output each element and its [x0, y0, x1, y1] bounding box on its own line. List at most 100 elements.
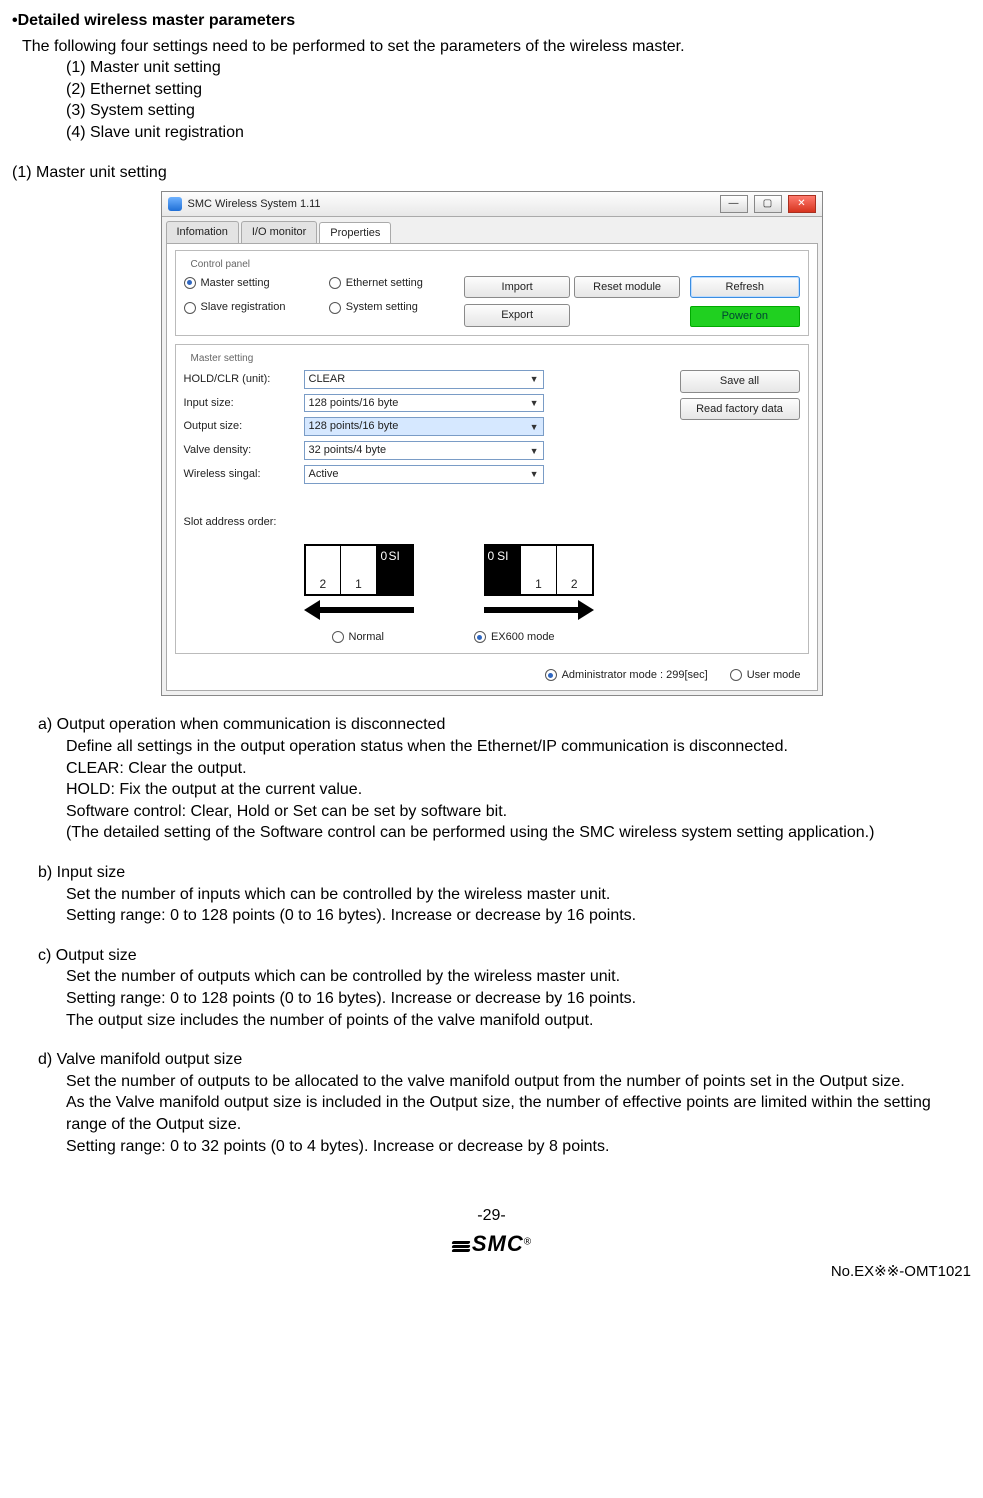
para-a-3: HOLD: Fix the output at the current valu…: [66, 779, 971, 801]
para-d-1: Set the number of outputs to be allocate…: [66, 1071, 971, 1093]
master-setting-fieldset: Master setting HOLD/CLR (unit): CLEAR ▼ I…: [175, 344, 809, 653]
para-a-heading: a) Output operation when communication i…: [38, 714, 971, 736]
para-c-3: The output size includes the number of p…: [66, 1010, 971, 1032]
slot-cell: 1: [341, 546, 377, 594]
holdclr-label: HOLD/CLR (unit):: [184, 372, 304, 387]
para-c-1: Set the number of outputs which can be c…: [66, 966, 971, 988]
save-all-button[interactable]: Save all: [680, 370, 800, 393]
para-a-1: Define all settings in the output operat…: [66, 736, 971, 758]
tab-body: Control panel Master setting Slave regis…: [166, 243, 818, 691]
chevron-down-icon: ▼: [530, 373, 539, 385]
radio-slave-registration[interactable]: [184, 302, 196, 314]
user-mode-label: User mode: [747, 668, 801, 683]
slot-cell: 1: [521, 546, 557, 594]
radio-master-setting[interactable]: [184, 277, 196, 289]
control-panel-fieldset: Control panel Master setting Slave regis…: [175, 250, 809, 336]
reset-module-button[interactable]: Reset module: [574, 276, 680, 299]
power-indicator: Power on: [690, 306, 799, 327]
slotorder-label: Slot address order:: [184, 515, 304, 530]
list-item-4: (4) Slave unit registration: [66, 122, 971, 144]
radio-eth-label: Ethernet setting: [346, 276, 423, 291]
valvedensity-label: Valve density:: [184, 443, 304, 458]
tab-information[interactable]: Infomation: [166, 221, 239, 243]
para-b-2: Setting range: 0 to 128 points (0 to 16 …: [66, 905, 971, 927]
para-d-heading: d) Valve manifold output size: [38, 1049, 971, 1071]
para-d-2: As the Valve manifold output size is inc…: [66, 1092, 971, 1135]
wirelesssignal-label: Wireless singal:: [184, 467, 304, 482]
close-button[interactable]: ✕: [788, 195, 816, 213]
holdclr-value: CLEAR: [309, 372, 346, 387]
slot-cell: 2: [306, 546, 342, 594]
slot-zero-right: 0: [486, 548, 497, 564]
inputsize-label: Input size:: [184, 396, 304, 411]
refresh-button[interactable]: Refresh: [690, 276, 799, 299]
para-a-5: (The detailed setting of the Software co…: [66, 822, 971, 844]
export-button[interactable]: Export: [464, 304, 570, 327]
chevron-down-icon: ▼: [530, 421, 539, 433]
outputsize-value: 128 points/16 byte: [309, 419, 399, 434]
master-setting-legend: Master setting: [188, 352, 257, 366]
wirelesssignal-value: Active: [309, 467, 339, 482]
read-factory-data-button[interactable]: Read factory data: [680, 398, 800, 421]
intro-text: The following four settings need to be p…: [22, 36, 971, 58]
app-icon: [168, 197, 182, 211]
wirelesssignal-select[interactable]: Active ▼: [304, 465, 544, 484]
para-d-3: Setting range: 0 to 32 points (0 to 4 by…: [66, 1136, 971, 1158]
smc-logo-icon: [452, 1240, 470, 1253]
radio-master-label: Master setting: [201, 276, 270, 291]
inputsize-value: 128 points/16 byte: [309, 396, 399, 411]
radio-user-mode[interactable]: [730, 669, 742, 681]
page-number: -29-: [12, 1205, 971, 1227]
radio-ex600[interactable]: [474, 631, 486, 643]
radio-admin-mode[interactable]: [545, 669, 557, 681]
tab-io-monitor[interactable]: I/O monitor: [241, 221, 317, 243]
radio-ex600-label: EX600 mode: [491, 630, 555, 645]
inputsize-select[interactable]: 128 points/16 byte ▼: [304, 394, 544, 413]
holdclr-select[interactable]: CLEAR ▼: [304, 370, 544, 389]
maximize-button[interactable]: ▢: [754, 195, 782, 213]
slot-zero-left: 0: [379, 548, 390, 564]
arrow-right-icon: [484, 600, 594, 620]
subheading-1: (1) Master unit setting: [12, 162, 971, 184]
admin-mode-label: Administrator mode : 299[sec]: [562, 668, 708, 683]
valvedensity-value: 32 points/4 byte: [309, 443, 387, 458]
control-panel-legend: Control panel: [188, 258, 253, 272]
radio-system-setting[interactable]: [329, 302, 341, 314]
doc-number: No.EX※※-OMT1021: [12, 1262, 971, 1282]
minimize-button[interactable]: —: [720, 195, 748, 213]
radio-ethernet-setting[interactable]: [329, 277, 341, 289]
slot-normal: 2 1 SI: [304, 544, 414, 620]
para-b-heading: b) Input size: [38, 862, 971, 884]
chevron-down-icon: ▼: [530, 397, 539, 409]
smc-logo-text: SMC: [472, 1231, 524, 1256]
para-a-4: Software control: Clear, Hold or Set can…: [66, 801, 971, 823]
logo: SMC®: [12, 1229, 971, 1259]
slot-cell: 2: [557, 546, 592, 594]
chevron-down-icon: ▼: [530, 445, 539, 457]
outputsize-label: Output size:: [184, 419, 304, 434]
para-b-1: Set the number of inputs which can be co…: [66, 884, 971, 906]
para-c-2: Setting range: 0 to 128 points (0 to 16 …: [66, 988, 971, 1010]
outputsize-select[interactable]: 128 points/16 byte ▼: [304, 417, 544, 436]
footer-mode: Administrator mode : 299[sec] User mode: [175, 662, 809, 685]
window-title: SMC Wireless System 1.11: [188, 197, 321, 212]
radio-sys-label: System setting: [346, 300, 418, 315]
chevron-down-icon: ▼: [530, 468, 539, 480]
app-window: SMC Wireless System 1.11 — ▢ ✕ Infomatio…: [161, 191, 823, 696]
list-item-1: (1) Master unit setting: [66, 57, 971, 79]
tab-properties[interactable]: Properties: [319, 222, 391, 244]
list-item-2: (2) Ethernet setting: [66, 79, 971, 101]
radio-normal[interactable]: [332, 631, 344, 643]
radio-slave-label: Slave registration: [201, 300, 286, 315]
tab-bar: Infomation I/O monitor Properties: [162, 217, 822, 243]
para-c-heading: c) Output size: [38, 945, 971, 967]
section-heading: •Detailed wireless master parameters: [12, 10, 971, 32]
import-button[interactable]: Import: [464, 276, 570, 299]
para-a-2: CLEAR: Clear the output.: [66, 758, 971, 780]
slot-ex600: SI 1 2: [484, 544, 594, 620]
radio-normal-label: Normal: [349, 630, 384, 645]
arrow-left-icon: [304, 600, 414, 620]
titlebar: SMC Wireless System 1.11 — ▢ ✕: [162, 192, 822, 217]
list-item-3: (3) System setting: [66, 100, 971, 122]
valvedensity-select[interactable]: 32 points/4 byte ▼: [304, 441, 544, 460]
